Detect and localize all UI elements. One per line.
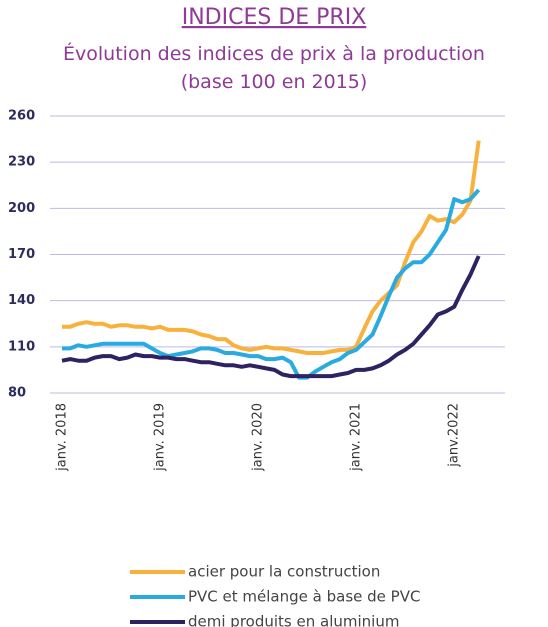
legend-label: acier pour la construction — [188, 563, 380, 581]
chart-subtitle: (base 100 en 2015) — [181, 71, 368, 93]
series-line — [61, 255, 481, 379]
x-tick-label: janv. 2020 — [251, 403, 266, 472]
x-tick-label: janv. 2019 — [153, 403, 168, 472]
y-tick-label: 230 — [8, 155, 35, 170]
y-tick-label: 260 — [8, 109, 35, 124]
y-tick-label: 200 — [8, 201, 35, 216]
x-tick-label: janv.2022 — [447, 403, 462, 468]
series-line — [62, 140, 481, 355]
x-tick-label: janv. 2018 — [55, 403, 70, 472]
legend-label: PVC et mélange à base de PVC — [188, 588, 420, 606]
y-tick-label: 170 — [8, 247, 35, 262]
chart-subtitle: Évolution des indices de prix à la produ… — [63, 42, 485, 65]
series-line — [62, 188, 481, 380]
y-tick-label: 140 — [8, 293, 35, 308]
y-tick-label: 110 — [8, 339, 35, 354]
y-tick-label: 80 — [8, 386, 26, 401]
legend-label: demi produits en aluminium — [188, 613, 399, 627]
chart-title: INDICES DE PRIX — [182, 5, 367, 30]
x-tick-label: janv. 2021 — [349, 403, 364, 472]
